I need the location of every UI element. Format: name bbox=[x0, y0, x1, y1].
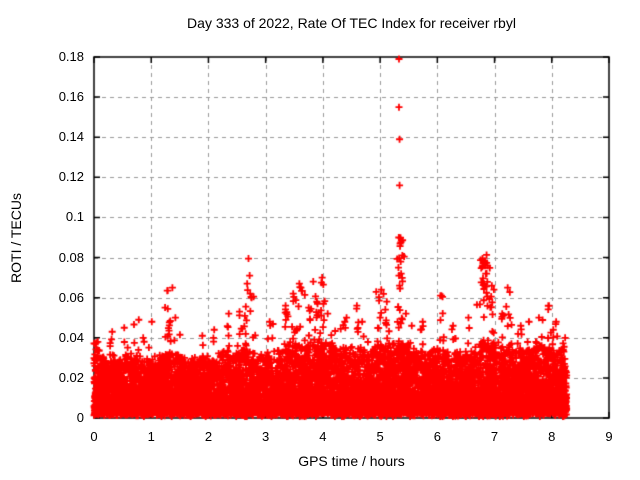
y-tick-label: 0.12 bbox=[58, 169, 84, 185]
x-tick-label: 3 bbox=[262, 429, 270, 444]
chart-title: Day 333 of 2022, Rate Of TEC Index for r… bbox=[187, 15, 516, 31]
x-tick-label: 8 bbox=[548, 429, 556, 444]
x-axis-label: GPS time / hours bbox=[298, 453, 405, 469]
x-tick-label: 2 bbox=[204, 429, 213, 444]
y-tick-label: 0.1 bbox=[65, 209, 84, 225]
y-tick-label: 0.14 bbox=[58, 129, 84, 145]
y-tick-label: 0.02 bbox=[58, 369, 84, 385]
x-tick-label: 1 bbox=[147, 429, 155, 444]
x-tick-label: 7 bbox=[490, 429, 499, 444]
y-tick-label: 0.06 bbox=[58, 289, 84, 305]
x-tick-label: 6 bbox=[433, 429, 441, 444]
y-tick-label: 0 bbox=[76, 410, 84, 425]
x-tick-label: 5 bbox=[376, 429, 384, 444]
y-axis-label: ROTI / TECUs bbox=[8, 193, 24, 283]
y-tick-label: 0.08 bbox=[58, 249, 84, 265]
x-tick-label: 4 bbox=[319, 429, 327, 444]
y-tick-label: 0.16 bbox=[58, 89, 84, 105]
y-tick-label: 0.04 bbox=[58, 329, 84, 345]
y-tick-label: 0.18 bbox=[58, 49, 84, 64]
x-tick-label: 9 bbox=[605, 429, 613, 444]
x-tick-label: 0 bbox=[90, 429, 98, 444]
